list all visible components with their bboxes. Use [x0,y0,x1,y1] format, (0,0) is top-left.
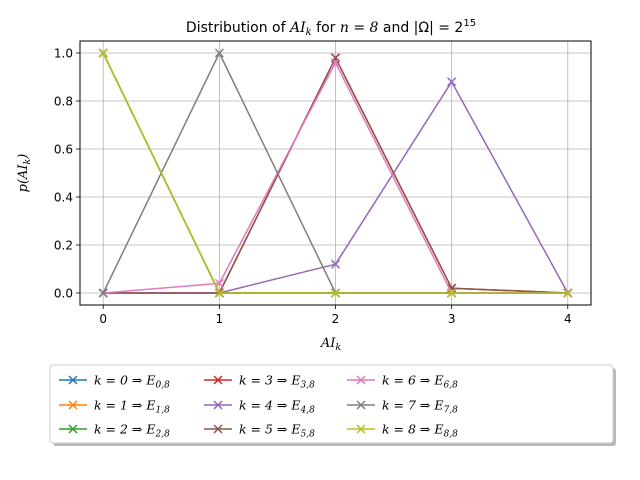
data-point-marker [330,288,341,298]
legend-label: k = 8 ⇒ E8,8 [382,422,458,440]
y-tick-label: 0.8 [54,95,73,109]
legend-swatch-marker [68,400,78,410]
y-tick-label: 0.4 [54,191,73,205]
series-k8 [98,48,573,298]
data-point-marker [214,288,224,298]
legend-item-k6: k = 6 ⇒ E6,8 [347,373,458,391]
chart-title: Distribution of AIk for n = 8 and |Ω| = … [186,18,476,38]
x-tick-label: 1 [216,312,224,326]
legend-item-k5: k = 5 ⇒ E5,8 [204,422,315,440]
x-tick-label: 0 [99,312,107,326]
legend-item-k8: k = 8 ⇒ E8,8 [347,422,458,440]
data-point-marker [214,48,224,58]
x-tick-label: 4 [564,312,572,326]
y-axis-ticks: 0.0 0.2 0.4 0.6 0.8 1.0 [54,47,80,301]
data-point-marker [447,288,457,298]
legend-box [49,364,614,444]
y-tick-label: 0.2 [54,239,73,253]
y-tick-label: 0.0 [54,287,73,301]
legend-label: k = 2 ⇒ E2,8 [94,422,170,440]
legend-label: k = 3 ⇒ E3,8 [239,373,315,391]
legend-label: k = 5 ⇒ E5,8 [239,422,315,440]
legend-item-k1: k = 1 ⇒ E1,8 [59,398,170,416]
legend-item-k2: k = 2 ⇒ E2,8 [59,422,170,440]
x-axis-label: AIk [320,336,342,353]
data-point-marker [447,77,457,87]
legend-item-k4: k = 4 ⇒ E4,8 [204,398,315,416]
legend-label: k = 0 ⇒ E0,8 [94,373,170,391]
x-tick-label: 2 [332,312,340,326]
data-point-marker [330,58,341,68]
legend-item-k7: k = 7 ⇒ E7,8 [347,398,458,416]
x-tick-label: 3 [448,312,456,326]
legend-swatch-marker [213,424,223,434]
y-tick-label: 0.6 [54,143,73,157]
data-point-marker [98,288,108,298]
legend-label: k = 4 ⇒ E4,8 [239,398,315,416]
data-point-marker [98,48,108,58]
legend-swatch-marker [356,400,366,410]
legend-swatch-marker [68,424,78,434]
legend-swatch-marker [356,375,366,385]
legend-item-k3: k = 3 ⇒ E3,8 [204,373,315,391]
grid-lines [80,41,591,305]
x-axis-ticks: 0 1 2 3 4 [99,305,572,326]
data-point-marker [563,288,573,298]
legend-label: k = 6 ⇒ E6,8 [382,373,458,391]
legend-swatch-marker [213,400,223,410]
legend-swatch-marker [356,424,366,434]
legend-swatch-marker [68,375,78,385]
legend-item-k0: k = 0 ⇒ E0,8 [59,373,170,391]
legend-label: k = 7 ⇒ E7,8 [382,398,458,416]
y-axis-label: p(AIk) [16,154,33,193]
legend: k = 0 ⇒ E0,8 k = 1 ⇒ E1,8 k = 2 ⇒ E2,8 k = … [49,364,616,446]
data-point-marker [330,259,341,269]
y-tick-label: 1.0 [54,47,73,61]
legend-swatch-marker [213,375,223,385]
series-lines [98,48,573,298]
legend-label: k = 1 ⇒ E1,8 [94,398,170,416]
